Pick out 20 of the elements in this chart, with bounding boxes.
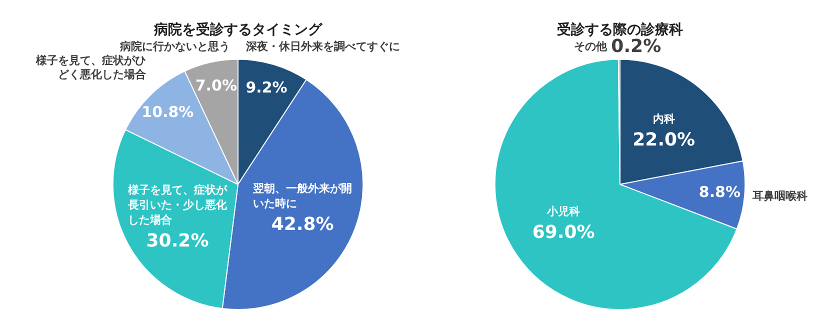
slice-label: 内科 [652, 112, 675, 126]
data-label: 22.0% [632, 130, 696, 151]
slice-label: 病院に行かないと思う [119, 40, 230, 54]
data-label: 7.0% [195, 76, 237, 95]
chart-title: 受診する際の診療科 [556, 21, 683, 38]
slice-label: 小児科 [546, 205, 580, 218]
slice-label: その他 [574, 40, 608, 54]
data-label: 9.2% [246, 78, 288, 96]
chart-title: 病院を受診するタイミング [153, 21, 323, 38]
data-label: 8.8% [698, 183, 740, 202]
data-label: 10.8% [142, 103, 194, 122]
data-label: 42.8% [271, 214, 334, 235]
slice-label: 様子を見て、症状がひどく悪化した場合 [35, 54, 148, 82]
slice-label: 翌朝、一般外来が開いた時に [252, 182, 352, 210]
slice-label: 深夜・休日外来を調べてすぐに [245, 40, 400, 54]
data-label: 0.2% [611, 36, 662, 57]
slice-label: 様子を見て、症状が長引いた・少し悪化した場合 [127, 184, 228, 227]
data-label: 69.0% [532, 222, 595, 243]
slice-label: 耳鼻咽喉科 [752, 189, 808, 202]
data-label: 30.2% [146, 230, 209, 252]
